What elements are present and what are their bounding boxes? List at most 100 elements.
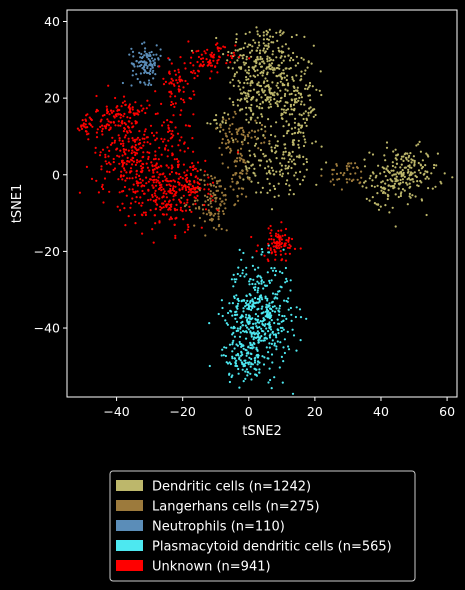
- data-point: [210, 195, 213, 198]
- data-point: [194, 202, 197, 205]
- data-point: [384, 204, 387, 207]
- data-point: [118, 108, 121, 112]
- data-point: [241, 169, 244, 172]
- data-point: [251, 45, 254, 48]
- data-point: [279, 34, 282, 37]
- data-point: [395, 162, 398, 165]
- data-point: [182, 86, 185, 89]
- data-point: [198, 207, 201, 210]
- data-point: [275, 150, 278, 153]
- data-point: [273, 267, 276, 270]
- data-point: [169, 203, 172, 207]
- data-point: [260, 248, 263, 251]
- data-point: [274, 293, 277, 296]
- data-point: [254, 155, 257, 158]
- data-point: [285, 120, 288, 123]
- data-point: [177, 144, 180, 147]
- data-point: [219, 126, 222, 129]
- data-point: [187, 147, 190, 150]
- data-point: [158, 221, 161, 224]
- data-point: [242, 299, 245, 302]
- data-point: [260, 124, 264, 127]
- data-point: [257, 274, 260, 277]
- data-point: [288, 246, 291, 250]
- data-point: [252, 286, 255, 289]
- data-point: [312, 115, 315, 118]
- data-point: [235, 364, 238, 367]
- data-point: [271, 53, 274, 56]
- data-point: [226, 323, 229, 326]
- data-point: [193, 77, 196, 80]
- data-point: [162, 206, 165, 209]
- data-point: [280, 221, 283, 224]
- data-point: [257, 58, 260, 61]
- data-point: [265, 99, 268, 102]
- data-point: [221, 138, 224, 141]
- data-point: [254, 332, 257, 335]
- data-point: [255, 105, 259, 108]
- data-point: [201, 57, 205, 60]
- data-point: [242, 61, 245, 64]
- data-point: [270, 308, 273, 311]
- data-point: [280, 112, 283, 115]
- data-point: [247, 69, 250, 72]
- data-point: [294, 93, 297, 97]
- data-point: [271, 68, 275, 71]
- data-point: [160, 206, 163, 210]
- data-point: [230, 149, 233, 152]
- data-point: [256, 349, 259, 352]
- data-point: [262, 323, 265, 326]
- data-point: [198, 65, 201, 68]
- data-point: [281, 172, 284, 175]
- data-point: [283, 351, 286, 355]
- data-point: [265, 306, 268, 309]
- data-point: [258, 300, 261, 303]
- data-point: [143, 184, 146, 187]
- data-point: [236, 151, 240, 154]
- data-point: [263, 356, 266, 359]
- data-point: [250, 235, 253, 239]
- data-point: [335, 172, 339, 175]
- data-point: [245, 354, 248, 357]
- data-point: [241, 143, 244, 146]
- data-point: [278, 307, 281, 310]
- data-point: [167, 208, 170, 211]
- data-point: [179, 206, 182, 209]
- data-point: [209, 122, 212, 125]
- data-point: [270, 279, 273, 282]
- data-point: [235, 160, 238, 163]
- data-point: [391, 174, 394, 177]
- data-point: [275, 74, 278, 78]
- data-point: [174, 73, 177, 76]
- data-point: [258, 121, 262, 124]
- data-point: [247, 142, 250, 145]
- data-point: [266, 47, 269, 51]
- data-point: [145, 162, 148, 165]
- data-point: [206, 48, 209, 51]
- data-point: [148, 169, 151, 172]
- data-point: [261, 115, 264, 118]
- data-point: [282, 328, 285, 331]
- data-point: [400, 163, 403, 166]
- data-point: [286, 108, 290, 111]
- data-point: [287, 124, 290, 127]
- data-point: [247, 314, 251, 317]
- data-point: [227, 311, 230, 315]
- data-point: [384, 175, 387, 178]
- data-point: [249, 301, 252, 304]
- data-point: [270, 238, 273, 241]
- data-point: [407, 159, 410, 162]
- legend-swatch: [116, 480, 143, 491]
- data-point: [251, 163, 254, 166]
- data-point: [216, 209, 219, 212]
- data-point: [190, 56, 193, 59]
- data-point: [186, 176, 189, 180]
- data-point: [117, 134, 120, 137]
- data-point: [268, 342, 271, 345]
- data-point: [253, 153, 256, 156]
- data-point: [178, 198, 181, 201]
- data-point: [238, 48, 241, 51]
- data-point: [257, 339, 260, 342]
- data-point: [287, 297, 290, 300]
- data-point: [242, 330, 245, 333]
